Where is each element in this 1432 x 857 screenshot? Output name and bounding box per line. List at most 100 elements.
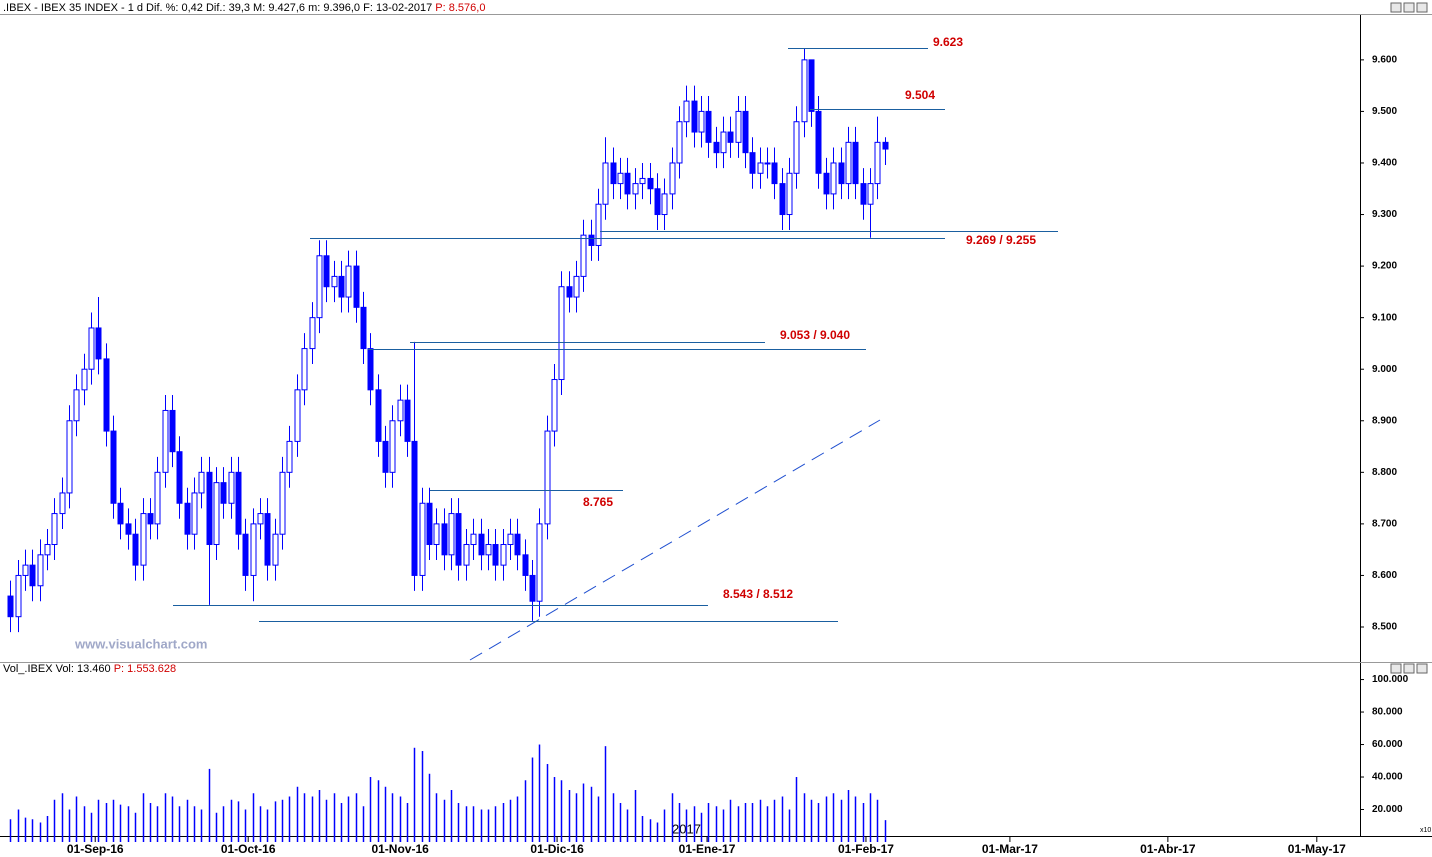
candle-body (213, 482, 220, 546)
volume-tick-label: 80.000 (1372, 707, 1403, 718)
candle-body (323, 255, 330, 288)
x-tick-label: 01-Oct-16 (221, 842, 276, 856)
candle-body (529, 574, 536, 602)
candle-body (147, 513, 154, 525)
x-tick-label: 01-Ene-17 (679, 842, 736, 856)
candle-body (647, 177, 654, 190)
y-tick-label: 9.600 (1372, 54, 1397, 65)
title-text: .IBEX - IBEX 35 INDEX - 1 d Dif. %: 0,42… (3, 2, 432, 14)
y-tick-label: 8.800 (1372, 467, 1397, 478)
candle-body (279, 471, 286, 535)
candle-body (345, 265, 352, 298)
volume-tick-label: 100.000 (1372, 674, 1409, 685)
candle-body (786, 172, 793, 216)
close-button[interactable] (1416, 2, 1428, 13)
candle-body (286, 440, 293, 473)
candle-body (426, 502, 433, 546)
candle-body (95, 327, 102, 360)
level-label: 8.765 (583, 495, 613, 509)
volume-tick-label: 60.000 (1372, 739, 1403, 750)
candle-body (433, 523, 440, 546)
candle-body (44, 544, 51, 556)
candle-body (514, 533, 521, 556)
maximize-button[interactable] (1403, 2, 1415, 13)
volume-price: P: 1.553.628 (114, 663, 176, 675)
x-tick-label: 01-Abr-17 (1140, 842, 1196, 856)
candle-body (353, 265, 360, 308)
candle-body (441, 523, 448, 556)
candle-body (242, 533, 249, 576)
level-label: 9.053 / 9.040 (780, 328, 850, 342)
candle-body (360, 306, 367, 350)
candle-body (15, 574, 22, 618)
candle-body (316, 255, 323, 319)
candle-body (617, 172, 624, 185)
y-tick-label: 9.400 (1372, 158, 1397, 169)
candle-body (29, 564, 36, 587)
candle-body (154, 471, 161, 525)
minimize-button[interactable] (1390, 663, 1402, 674)
candle-body (595, 203, 602, 246)
candle-body (742, 110, 749, 154)
candle-body (404, 399, 411, 442)
candle-body (749, 152, 756, 174)
level-label: 9.269 / 9.255 (966, 233, 1036, 247)
candle-body (735, 110, 742, 143)
y-tick-label: 8.500 (1372, 622, 1397, 633)
candle-body (272, 533, 279, 566)
x-tick-label: 01-May-17 (1288, 842, 1346, 856)
candle-body (397, 399, 404, 422)
volume-tick-label: 20.000 (1372, 804, 1403, 815)
candle-body (81, 368, 88, 391)
candle-body (882, 141, 889, 150)
volume-title: Vol_.IBEX Vol: 13.460 P: 1.553.628 (3, 663, 176, 675)
candle-body (191, 492, 198, 535)
candle-body (669, 162, 676, 195)
candle-body (860, 183, 867, 205)
candle-body (639, 177, 646, 185)
candle-body (169, 409, 176, 453)
candle-body (610, 162, 617, 185)
candle-body (573, 275, 580, 298)
candle-body (551, 379, 558, 432)
candle-body (37, 554, 44, 587)
close-button[interactable] (1416, 663, 1428, 674)
candle-body (720, 131, 727, 154)
candle-body (309, 317, 316, 350)
candle-body (132, 533, 139, 566)
candle-body (220, 482, 227, 504)
candle-body (764, 162, 771, 165)
candle-body (125, 523, 132, 535)
candle-body (411, 440, 418, 576)
candle-body (88, 327, 95, 370)
candle-body (206, 471, 213, 546)
candle-body (757, 162, 764, 174)
candle-body (867, 183, 874, 205)
candle-body (830, 162, 837, 195)
candle-body (698, 110, 705, 133)
candle-body (140, 513, 147, 566)
window-buttons[interactable] (1390, 2, 1428, 674)
candle-body (110, 430, 117, 504)
minimize-button[interactable] (1390, 2, 1402, 13)
candle-body (801, 59, 808, 123)
candle-body (566, 286, 573, 298)
candle-body (500, 544, 507, 566)
candle-body (705, 110, 712, 143)
candle-body (558, 286, 565, 381)
maximize-button[interactable] (1403, 663, 1415, 674)
candle-body (713, 141, 720, 154)
candle-body (198, 471, 205, 494)
candle-body (536, 523, 543, 602)
candle-body (771, 162, 778, 185)
x-tick-label: 01-Feb-17 (838, 842, 894, 856)
candle-body (448, 513, 455, 556)
candle-body (463, 544, 470, 566)
candle-body (815, 110, 822, 174)
candle-body (51, 513, 58, 546)
title-price: P: 8.576,0 (435, 2, 485, 14)
y-tick-label: 8.600 (1372, 570, 1397, 581)
candle-body (683, 100, 690, 123)
